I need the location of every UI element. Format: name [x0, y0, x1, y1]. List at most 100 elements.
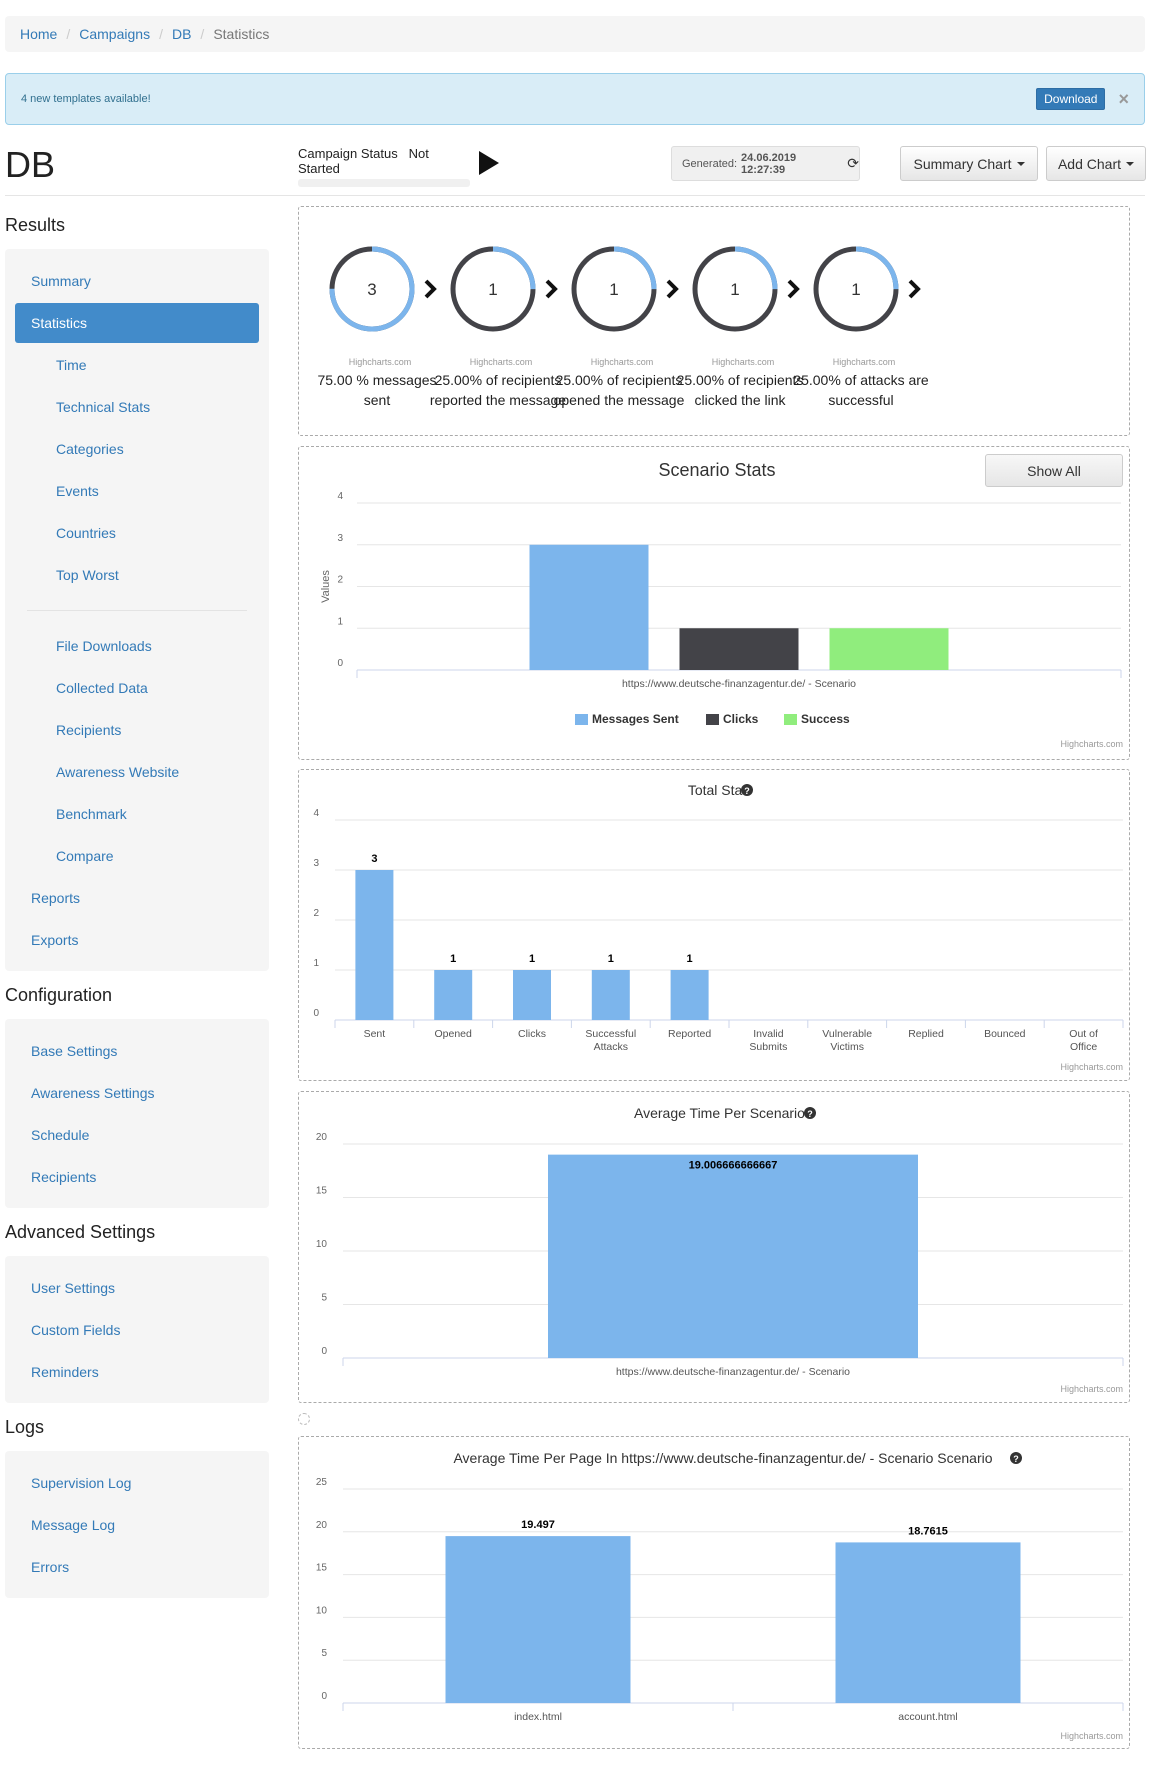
data-label: 1 [687, 953, 693, 965]
sidebar-item-reminders[interactable]: Reminders [31, 1364, 99, 1380]
y-tick-label: 2 [337, 575, 343, 586]
page-title: DB [5, 144, 56, 185]
legend-swatch[interactable] [784, 714, 797, 725]
sidebar-item-base-settings[interactable]: Base Settings [31, 1043, 118, 1059]
legend-swatch[interactable] [575, 714, 588, 725]
total-stat-panel: Total Stat? 0 1 2 3 4 Sent Opened Clicks Successf… [298, 769, 1130, 1081]
results-heading: Results [5, 215, 66, 235]
sidebar: Results Summary Statistics Time Technical S… [5, 215, 269, 1612]
help-icon-glyph: ? [744, 786, 750, 796]
data-label: 1 [608, 953, 614, 965]
help-icon[interactable] [1010, 1452, 1022, 1464]
sidebar-item-collected-data[interactable]: Collected Data [56, 680, 148, 696]
download-button[interactable]: Download [1036, 88, 1106, 110]
sidebar-item-compare[interactable]: Compare [56, 848, 114, 864]
bar-success [829, 628, 949, 670]
scenario-stats-panel: Scenario Stats 0 1 2 3 4 Values https://www.deu… [298, 446, 1130, 760]
y-tick-label: 0 [321, 1346, 327, 1357]
configuration-heading: Configuration [5, 985, 113, 1005]
y-tick-label: 1 [313, 958, 319, 969]
funnel-caption: 25.00% of attacks are [793, 372, 929, 388]
sidebar-item-recipients[interactable]: Recipients [31, 1169, 97, 1185]
funnel-caption: 75.00 % messages [317, 372, 436, 388]
show-all-button[interactable]: Show All [985, 454, 1123, 487]
refresh-icon[interactable]: ⟳ [847, 155, 859, 171]
sidebar-item-countries[interactable]: Countries [56, 525, 116, 541]
sidebar-item-user-settings[interactable]: User Settings [31, 1280, 116, 1296]
sidebar-item-statistics[interactable]: Statistics [15, 303, 259, 343]
sidebar-item-reports[interactable]: Reports [31, 890, 81, 906]
funnel-caption: sent [364, 392, 391, 408]
add-chart-label: Add Chart [1057, 155, 1122, 172]
highcharts-credit: Highcharts.com [1060, 739, 1123, 749]
chevron-right-icon [545, 279, 558, 299]
sidebar-item-awareness-settings[interactable]: Awareness Settings [31, 1085, 155, 1101]
sidebar-item-events[interactable]: Events [56, 483, 99, 499]
funnel-credit: Highcharts.com [833, 357, 896, 367]
sidebar-item-categories[interactable]: Categories [56, 441, 124, 457]
alert-text: 4 new templates available! [21, 93, 151, 105]
y-tick-label: 10 [316, 1239, 328, 1250]
logs-nav: Supervision Log Message Log Errors [5, 1451, 269, 1598]
x-category-label: Replied [908, 1028, 944, 1040]
x-category-label: Successful [585, 1028, 636, 1040]
y-tick-label: 25 [316, 1477, 328, 1488]
bar [591, 970, 630, 1020]
sidebar-item-time[interactable]: Time [56, 357, 87, 373]
bar [670, 970, 709, 1020]
sidebar-item-message-log[interactable]: Message Log [31, 1517, 116, 1533]
funnel-ring-fill [813, 246, 899, 332]
funnel-caption: 25.00% of recipients [435, 372, 562, 388]
legend-item[interactable]: Success [801, 712, 850, 726]
sidebar-item-awareness-website[interactable]: Awareness Website [56, 764, 180, 780]
x-category-label: Bounced [984, 1028, 1026, 1040]
breadcrumb-db-link[interactable]: DB [171, 26, 192, 42]
close-icon[interactable]: × [1118, 88, 1129, 109]
sidebar-item-technical-stats[interactable]: Technical Stats [56, 399, 151, 415]
chart-title: Average Time Per Scenarios [634, 1105, 812, 1121]
chevron-right-icon [787, 279, 800, 299]
y-tick-label: 15 [316, 1563, 328, 1574]
x-category-label: https://www.deutsche-finanzagentur.de/ -… [622, 678, 856, 690]
sidebar-item-schedule[interactable]: Schedule [31, 1127, 90, 1143]
x-category-label: Reported [668, 1028, 711, 1040]
y-tick-label: 1 [337, 616, 343, 627]
bar [548, 1154, 918, 1358]
breadcrumb-campaigns-link[interactable]: Campaigns [79, 26, 151, 42]
x-category-label: Invalid [753, 1028, 784, 1040]
play-icon[interactable] [479, 151, 499, 175]
funnel-ring-fill [329, 246, 415, 332]
sidebar-item-errors[interactable]: Errors [31, 1559, 70, 1575]
scenario-stats-chart: Scenario Stats 0 1 2 3 4 Values https://www.deu… [320, 460, 1123, 749]
sidebar-item-exports[interactable]: Exports [31, 932, 79, 948]
bar [434, 970, 473, 1020]
data-label: 18.7615 [908, 1525, 948, 1537]
help-icon[interactable] [804, 1107, 816, 1119]
legend-item[interactable]: Messages Sent [592, 712, 679, 726]
breadcrumb-home-link[interactable]: Home [20, 26, 58, 42]
sidebar-item-custom-fields[interactable]: Custom Fields [31, 1322, 121, 1338]
sidebar-item-file-downloads[interactable]: File Downloads [56, 638, 152, 654]
x-category-label: account.html [898, 1711, 958, 1723]
summary-chart-button[interactable]: Summary Chart [900, 146, 1038, 181]
help-icon[interactable] [741, 784, 753, 796]
legend-swatch[interactable] [706, 714, 719, 725]
campaign-progress-bar [298, 179, 470, 187]
funnel-caption: reported the message [430, 392, 566, 408]
y-tick-label: 15 [316, 1186, 328, 1197]
help-icon-glyph: ? [807, 1109, 813, 1119]
caret-down-icon [1016, 161, 1025, 166]
sidebar-item-summary[interactable]: Summary [31, 273, 91, 289]
chart-title: Scenario Stats [658, 460, 775, 480]
funnel-ring-fill [692, 246, 778, 332]
sidebar-item-benchmark[interactable]: Benchmark [56, 806, 127, 822]
add-chart-button[interactable]: Add Chart [1046, 146, 1146, 181]
x-category-label: Attacks [594, 1041, 628, 1053]
sidebar-item-top-worst[interactable]: Top Worst [56, 567, 119, 583]
x-category-label: Vulnerable [822, 1028, 872, 1040]
legend-item[interactable]: Clicks [723, 712, 759, 726]
sidebar-item-recipients[interactable]: Recipients [56, 722, 122, 738]
funnel-caption: successful [828, 392, 893, 408]
y-tick-label: 5 [321, 1648, 327, 1659]
sidebar-item-supervision-log[interactable]: Supervision Log [31, 1475, 132, 1491]
